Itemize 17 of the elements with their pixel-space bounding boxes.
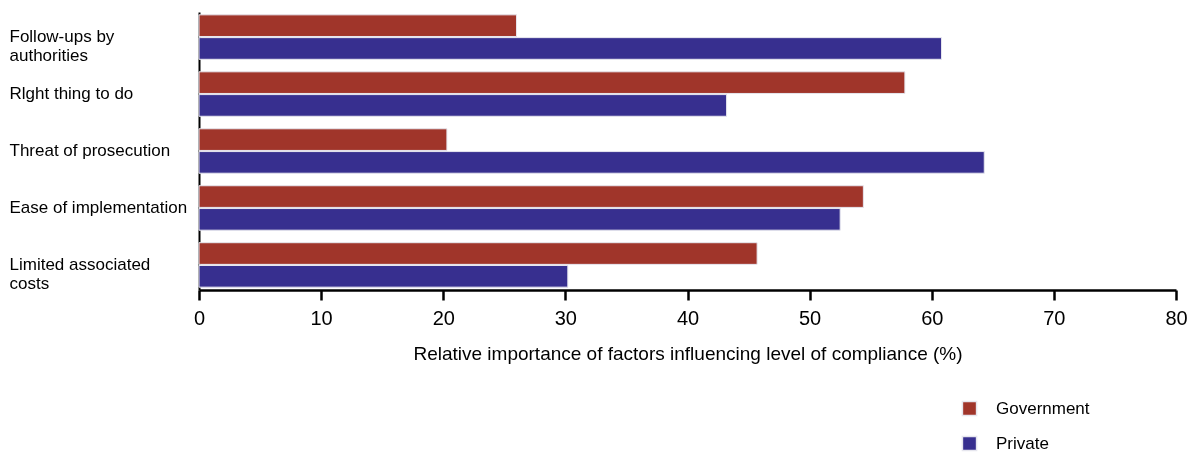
y-tick-label: Follow-ups by authorities [9, 27, 115, 66]
x-tick-label: 70 [1043, 306, 1066, 329]
x-tick-label: 0 [193, 306, 206, 329]
x-tick-label: 80 [1165, 306, 1188, 329]
x-tick-label: 20 [432, 306, 455, 329]
x-tick-label: 10 [310, 306, 333, 329]
x-tick-label: 60 [921, 306, 944, 329]
y-tick-label: Threat of prosecution [9, 141, 171, 160]
x-tick-label: 50 [799, 306, 822, 329]
y-tick-label: Limited associated costs [9, 254, 151, 293]
legend-label: Government [996, 398, 1090, 418]
y-tick-label: Rlght thing to do [9, 84, 134, 104]
x-tick-label: 30 [554, 306, 577, 329]
x-axis-title: Relative importance of factors influencing level of compliance (%) [413, 342, 963, 364]
legend-label: Private [996, 433, 1049, 453]
x-tick-label: 40 [676, 306, 700, 329]
y-tick-label: Ease of implementation [9, 197, 188, 217]
